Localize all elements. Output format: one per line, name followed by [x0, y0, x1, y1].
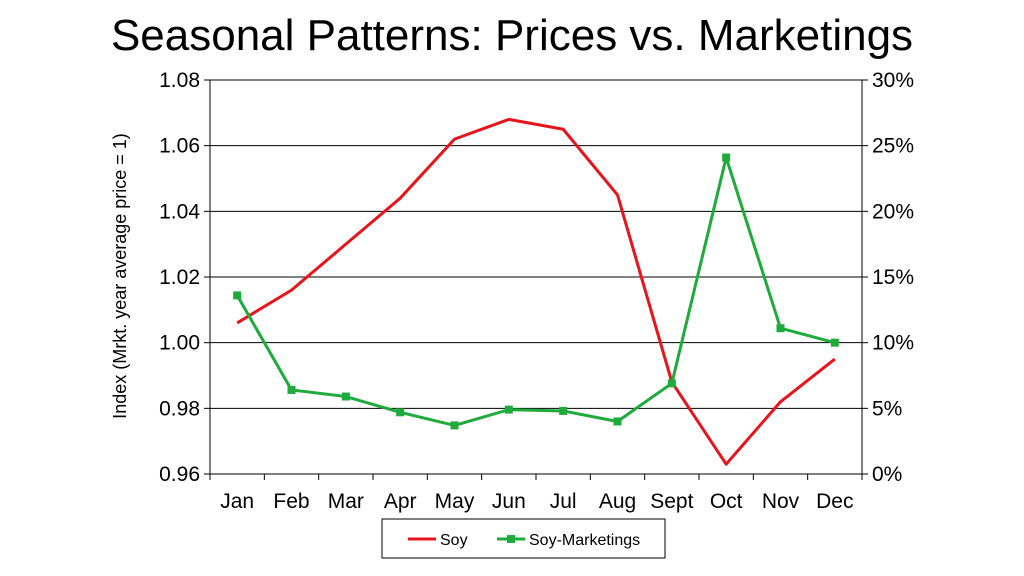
x-axis-ticks: Jan Feb Mar Apr May Jun Jul Aug Sept Oct Nov Dec — [220, 490, 853, 513]
chart-title: Seasonal Patterns: Prices vs. Marketings — [110, 11, 914, 60]
series-point — [396, 408, 405, 417]
series-point — [233, 291, 242, 300]
series-line-2 — [235, 155, 836, 427]
left-tick-label: 0.96 — [159, 463, 200, 486]
x-tick-label: Jan — [220, 490, 254, 513]
x-tick-label: Nov — [762, 490, 800, 513]
x-tick-label: Jul — [550, 490, 577, 513]
y-axis-label: Index (Mrkt. year average price = 1) — [110, 133, 130, 419]
axes — [204, 79, 868, 480]
right-tick-label: 5% — [872, 397, 902, 420]
right-tick-label: 30% — [872, 69, 914, 92]
right-tick-label: 20% — [872, 200, 914, 223]
right-tick-label: 25% — [872, 135, 914, 158]
series-layer — [233, 117, 839, 466]
x-tick-label: May — [435, 490, 475, 513]
series-point — [776, 324, 785, 333]
left-axis-ticks: 0.96 0.98 1.00 1.02 1.04 1.06 1.08 — [159, 69, 200, 486]
left-tick-label: 1.00 — [159, 332, 200, 355]
right-axis-ticks: 0% 5% 10% 15% 20% 25% 30% — [872, 69, 914, 486]
legend-label: Soy-Marketings — [529, 532, 640, 549]
right-tick-label: 10% — [872, 332, 914, 355]
x-tick-label: Apr — [384, 490, 417, 513]
legend-label: Soy — [440, 532, 468, 549]
x-tick-label: Mar — [328, 490, 364, 513]
series-point — [830, 338, 839, 347]
x-tick-label: Aug — [599, 490, 636, 513]
left-tick-label: 1.04 — [159, 200, 200, 223]
series-point — [722, 153, 731, 162]
x-tick-label: Oct — [710, 490, 743, 513]
x-tick-label: Feb — [273, 490, 309, 513]
series-line-1 — [236, 117, 836, 466]
right-tick-label: 15% — [872, 266, 914, 289]
left-tick-label: 1.06 — [159, 135, 200, 158]
left-tick-label: 1.02 — [159, 266, 200, 289]
gridlines — [210, 79, 862, 409]
left-tick-label: 0.98 — [159, 397, 200, 420]
series-point — [341, 392, 350, 401]
right-tick-label: 0% — [872, 463, 902, 486]
legend: Soy Soy-Marketings — [381, 518, 666, 559]
x-tick-label: Sept — [650, 490, 693, 513]
series-point — [287, 385, 296, 394]
series-point — [613, 417, 622, 426]
x-tick-label: Dec — [816, 490, 853, 513]
series-point — [667, 379, 676, 388]
left-tick-label: 1.08 — [159, 69, 200, 92]
series-point — [504, 405, 513, 414]
x-tick-label: Jun — [492, 490, 526, 513]
series-point — [559, 406, 568, 415]
series-point — [450, 421, 459, 430]
legend-swatch-marker — [507, 535, 515, 543]
